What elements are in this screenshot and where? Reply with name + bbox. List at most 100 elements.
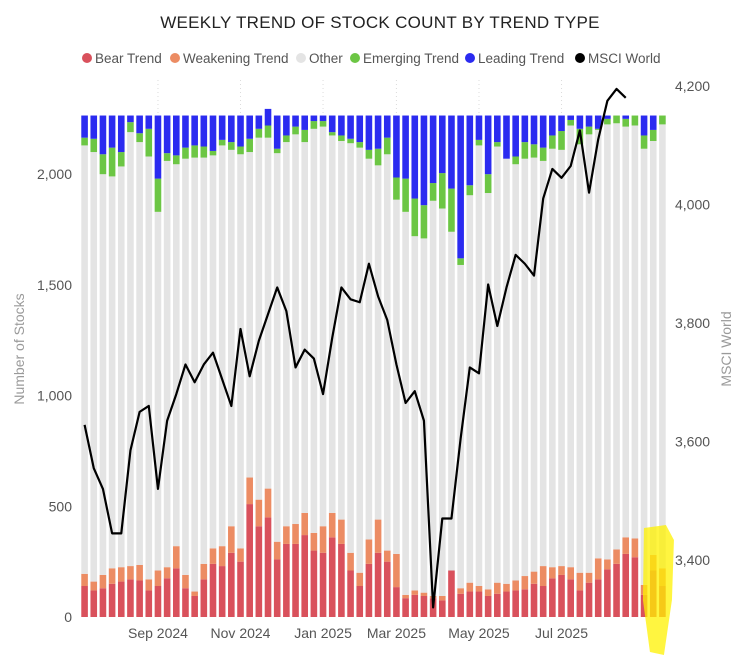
bar-segment-leading-trend — [237, 115, 244, 147]
bar-segment-emerging-trend — [640, 135, 648, 149]
bar-segment-weakening-trend — [328, 512, 336, 538]
bar-segment-leading-trend — [246, 115, 253, 139]
bar-segment-weakening-trend — [374, 519, 382, 553]
legend-marker — [465, 53, 475, 63]
bar-segment-weakening-trend — [457, 588, 464, 594]
bar-segment-other — [310, 128, 318, 533]
bar-segment-other — [411, 236, 419, 591]
bar-segment-emerging-trend — [209, 150, 217, 156]
bar-segment-leading-trend — [604, 115, 611, 119]
x-tick-label: Mar 2025 — [367, 625, 426, 641]
bar-segment-leading-trend — [576, 115, 584, 129]
bar-segment-weakening-trend — [383, 550, 391, 562]
bar-segment-other — [613, 123, 620, 550]
bar-segment-bear-trend — [356, 586, 364, 617]
bar-segment-other — [457, 264, 464, 589]
bar-segment-weakening-trend — [136, 564, 143, 581]
bar-segment-emerging-trend — [429, 183, 437, 201]
legend-label: Emerging Trend — [363, 51, 459, 66]
bar-segment-leading-trend — [484, 115, 492, 175]
bar-segment-leading-trend — [200, 115, 208, 147]
legend-label: Weakening Trend — [183, 51, 289, 66]
bar-segment-emerging-trend — [173, 155, 180, 165]
bar-segment-other — [347, 143, 354, 553]
bar-segment-emerging-trend — [218, 139, 226, 146]
bar-segment-emerging-trend — [448, 188, 455, 232]
bar-segment-other — [549, 148, 556, 568]
bar-segment-emerging-trend — [108, 147, 116, 177]
bar-segment-leading-trend — [448, 115, 455, 189]
bar-segment-bear-trend — [228, 552, 235, 617]
y-axis-label: Number of Stocks — [11, 293, 27, 404]
bar-segment-other — [383, 154, 391, 551]
bar-segment-emerging-trend — [558, 131, 565, 150]
bar-segment-bear-trend — [154, 586, 162, 617]
bar-segment-leading-trend — [374, 115, 382, 149]
bar-segment-emerging-trend — [301, 129, 309, 143]
bar-segment-emerging-trend — [117, 152, 125, 167]
bar-segment-emerging-trend — [374, 148, 382, 166]
bar-segment-other — [117, 166, 125, 568]
bar-segment-bear-trend — [539, 586, 547, 617]
bar-segment-leading-trend — [117, 115, 125, 153]
bar-segment-bear-trend — [237, 561, 244, 617]
bar-segment-emerging-trend — [191, 145, 198, 158]
bar-segment-bear-trend — [604, 569, 611, 617]
bar-segment-weakening-trend — [108, 568, 116, 584]
bar-segment-bear-trend — [530, 583, 538, 617]
bar-segment-emerging-trend — [127, 122, 134, 133]
bar-segment-bear-trend — [448, 570, 455, 617]
bar-segment-leading-trend — [81, 115, 88, 138]
bar-segment-weakening-trend — [310, 532, 318, 551]
y2-tick-label: 3,400 — [675, 552, 710, 568]
bar-segment-emerging-trend — [347, 138, 354, 144]
bar-segment-other — [631, 125, 639, 539]
bar-segment-emerging-trend — [457, 258, 464, 265]
bar-segment-other — [374, 165, 382, 520]
bar-segment-leading-trend — [457, 115, 464, 259]
bar-segment-bear-trend — [218, 566, 226, 617]
bar-segment-bear-trend — [145, 590, 153, 617]
bar-segment-bear-trend — [402, 598, 409, 617]
legend-marker — [575, 53, 585, 63]
bar-segment-other — [659, 124, 666, 569]
bar-segment-bear-trend — [365, 563, 373, 617]
bar-segment-bear-trend — [163, 578, 171, 617]
bar-segment-other — [594, 129, 602, 559]
bar-segment-weakening-trend — [182, 574, 189, 589]
bar-segment-leading-trend — [558, 115, 565, 132]
x-tick-label: Jan 2025 — [294, 625, 352, 641]
bar-segment-bear-trend — [411, 594, 419, 617]
bar-segment-bear-trend — [264, 517, 272, 617]
bar-segment-bear-trend — [81, 586, 88, 617]
chart-title: WEEKLY TREND OF STOCK COUNT BY TREND TYP… — [160, 13, 600, 32]
bar-segment-emerging-trend — [622, 118, 630, 127]
bar-segment-other — [567, 125, 574, 568]
bar-segment-other — [136, 142, 143, 565]
bar-segment-weakening-trend — [191, 591, 198, 596]
bar-segment-weakening-trend — [319, 526, 327, 553]
bar-segment-leading-trend — [567, 115, 574, 120]
bar-segment-other — [200, 157, 208, 564]
bar-segment-bear-trend — [173, 568, 180, 617]
bar-segment-emerging-trend — [393, 177, 400, 200]
bar-segment-leading-trend — [420, 115, 428, 206]
bar-segment-weakening-trend — [145, 579, 153, 591]
y2-tick-label: 4,000 — [675, 197, 710, 213]
bar-segment-emerging-trend — [81, 137, 88, 146]
bar-segment-bear-trend — [273, 559, 281, 617]
bar-segment-emerging-trend — [328, 132, 336, 136]
bar-segment-other — [99, 174, 107, 575]
bar-segment-bear-trend — [393, 587, 400, 617]
bar-segment-emerging-trend — [549, 135, 556, 149]
bar-segment-other — [448, 231, 455, 571]
bar-segment-weakening-trend — [613, 549, 620, 564]
bar-segment-leading-trend — [319, 115, 327, 122]
bar-segment-leading-trend — [145, 115, 153, 129]
bar-segment-weakening-trend — [494, 582, 501, 594]
bar-segment-bear-trend — [374, 552, 382, 617]
bar-segment-other — [429, 200, 437, 596]
bar-segment-emerging-trend — [567, 119, 574, 126]
bar-segment-leading-trend — [494, 115, 501, 143]
